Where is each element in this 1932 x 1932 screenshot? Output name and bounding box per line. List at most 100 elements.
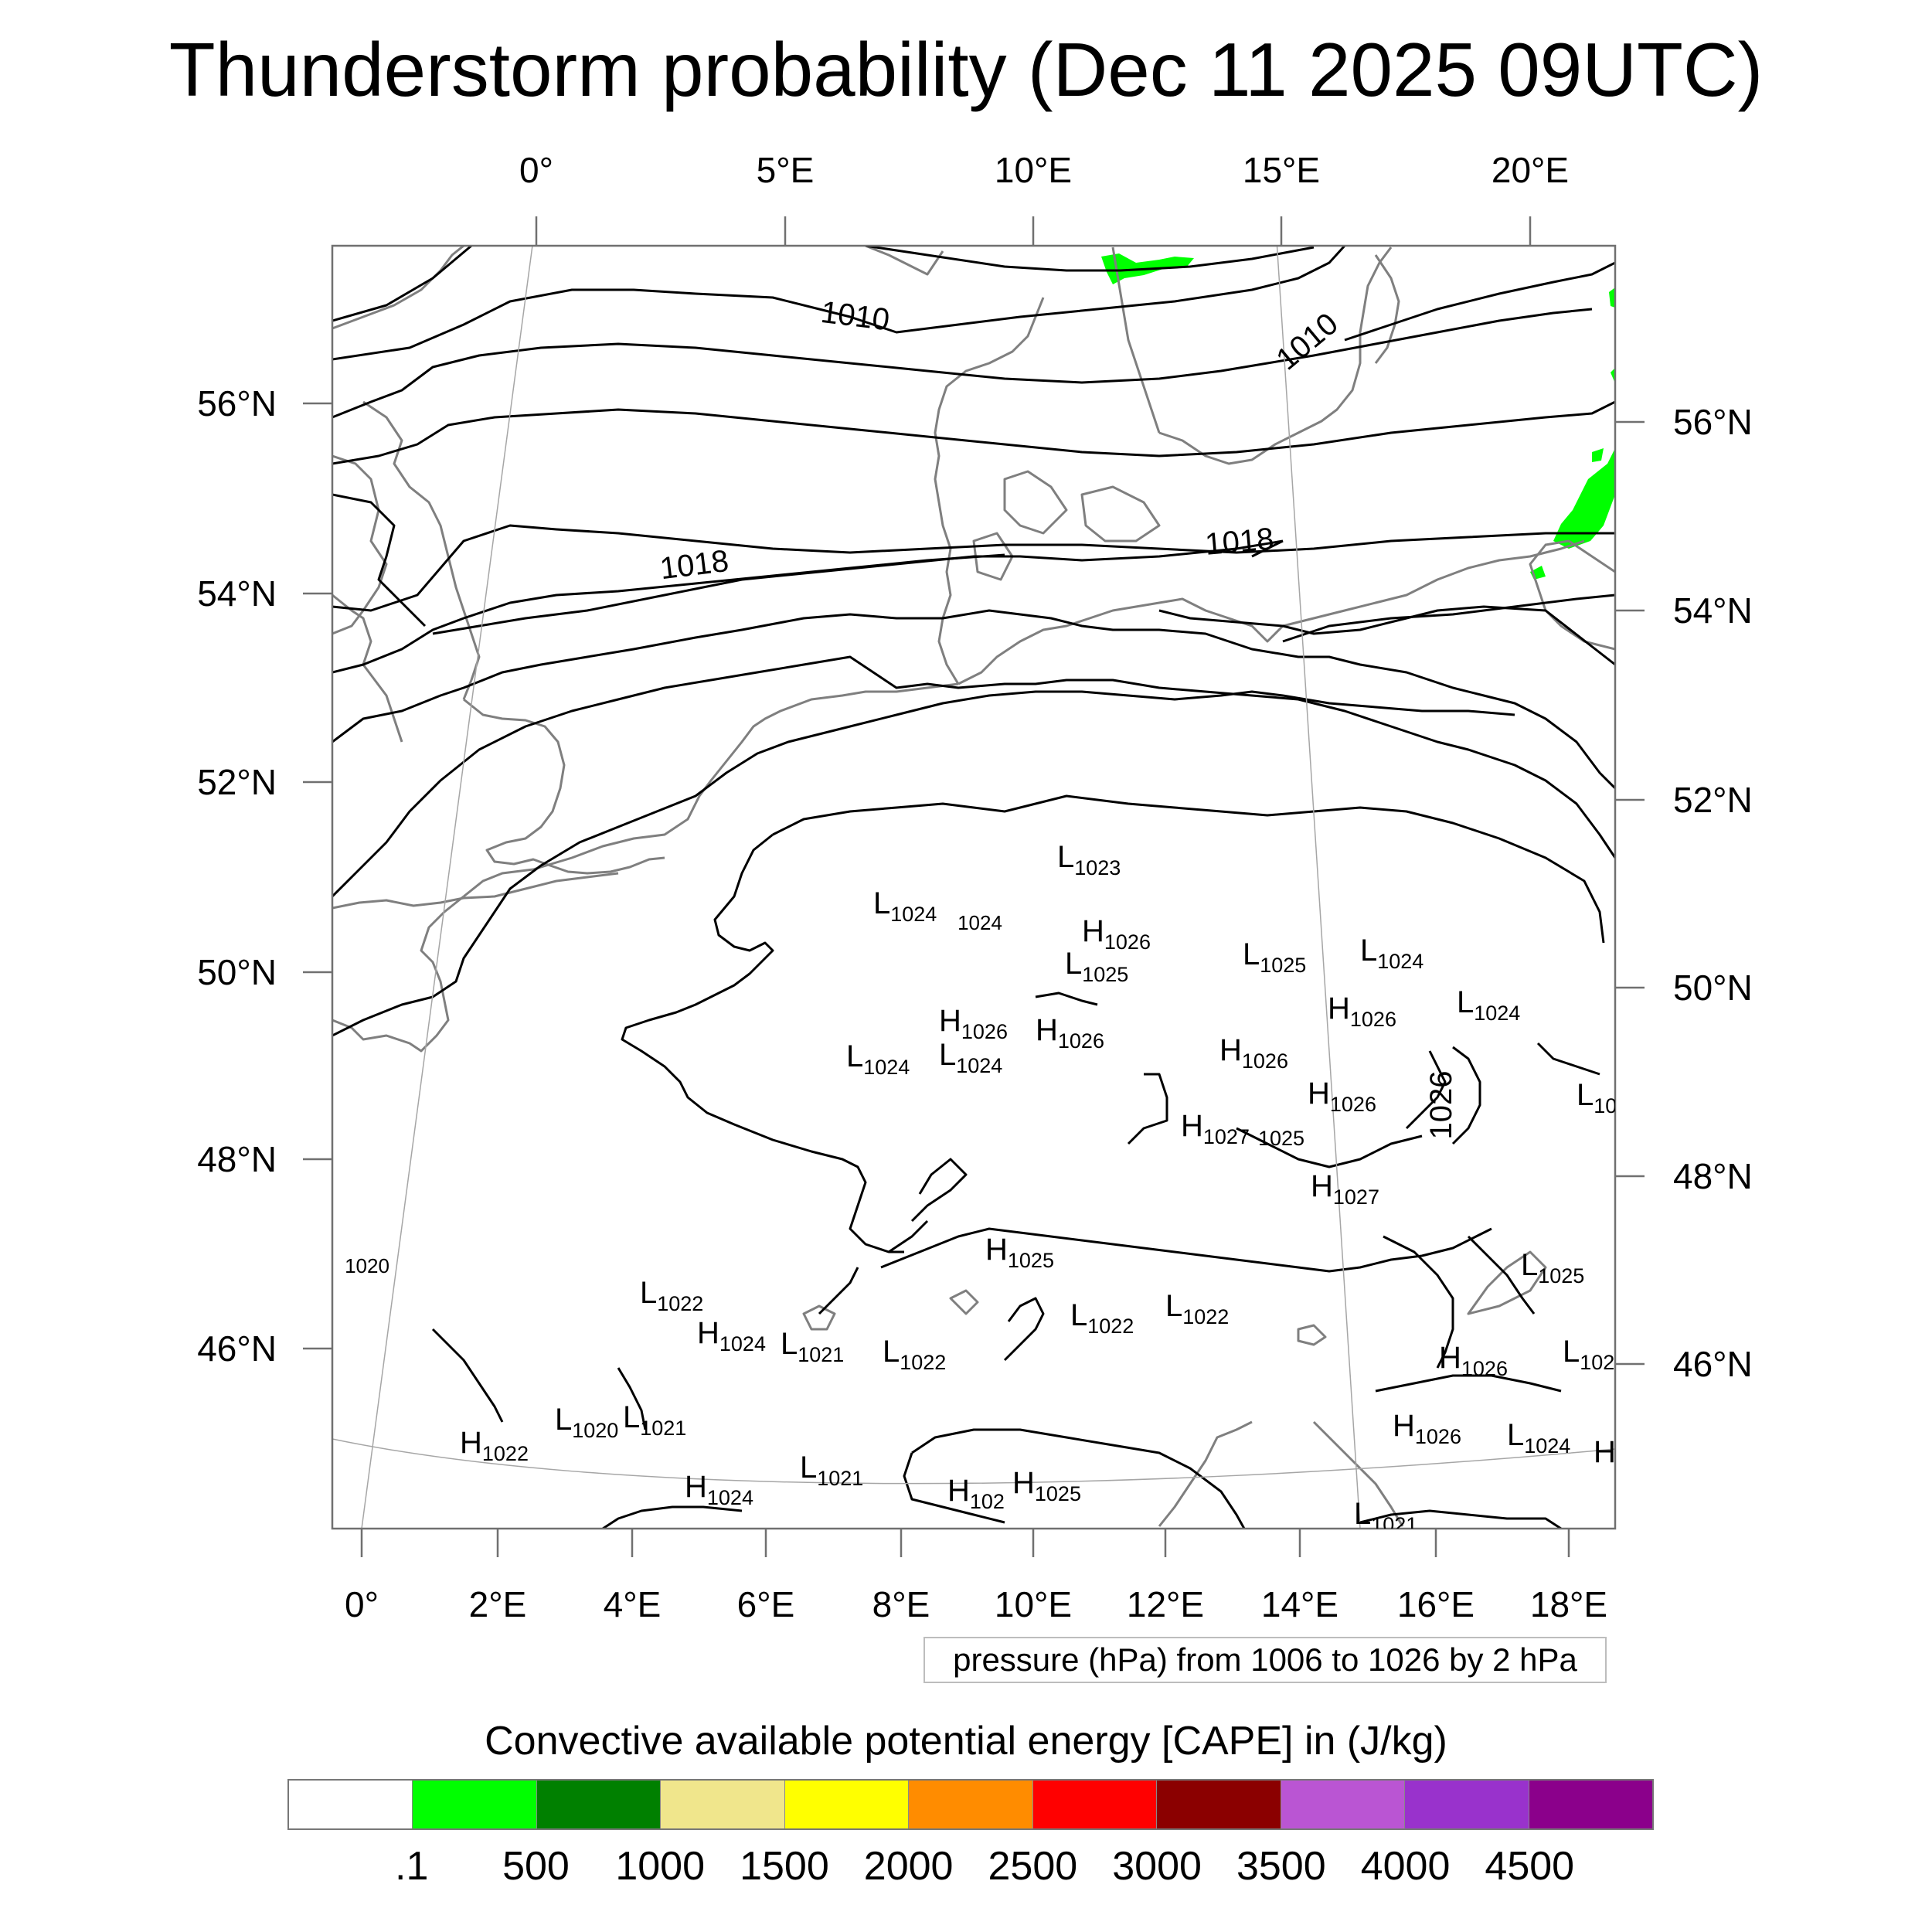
right-lat-label: 56°N bbox=[1673, 402, 1753, 442]
left-lat-label: 50°N bbox=[197, 952, 277, 992]
coast-norway bbox=[865, 246, 944, 276]
isobar bbox=[1236, 1127, 1423, 1168]
low-pressure-label: L1022 bbox=[1070, 1298, 1134, 1338]
colorbar-swatch bbox=[1157, 1781, 1281, 1828]
low-pressure-label: L1025 bbox=[1243, 937, 1306, 977]
top-lon-label: 5°E bbox=[757, 150, 815, 190]
coast-baltic-islands bbox=[1374, 254, 1400, 364]
low-pressure-label: L1021 bbox=[781, 1327, 844, 1366]
coast-denmark bbox=[934, 297, 1045, 685]
isobar bbox=[332, 246, 472, 322]
low-pressure-label: L1025 bbox=[1521, 1248, 1584, 1287]
isobar bbox=[1282, 594, 1615, 643]
top-lon-labels: 0° 5°E 10°E 15°E 20°E bbox=[519, 150, 1569, 190]
isobar bbox=[910, 1158, 968, 1223]
isobar bbox=[332, 655, 1615, 898]
cape-patch bbox=[1592, 448, 1604, 462]
high-pressure-label: H1022 bbox=[460, 1426, 529, 1465]
bottom-lon-label: 10°E bbox=[995, 1584, 1072, 1624]
coast-great-britain-east bbox=[463, 698, 665, 875]
isobar bbox=[332, 400, 1615, 465]
isobar bbox=[1158, 605, 1615, 666]
colorbar-label: .1 bbox=[395, 1844, 429, 1889]
isobar bbox=[772, 794, 1605, 944]
coast-uk-west bbox=[332, 594, 403, 743]
coast-great-britain-south bbox=[332, 872, 619, 910]
right-lat-label: 50°N bbox=[1673, 968, 1753, 1008]
meridian-15e bbox=[1276, 246, 1361, 1529]
contour-label: 1024 bbox=[957, 911, 1002, 934]
right-lat-label: 48°N bbox=[1673, 1156, 1753, 1196]
colorbar-label: 1000 bbox=[615, 1844, 706, 1889]
isobar bbox=[332, 609, 1615, 790]
meridian-0 bbox=[361, 246, 533, 1529]
colorbar-swatch bbox=[413, 1781, 537, 1828]
colorbar-label: 3500 bbox=[1236, 1844, 1326, 1889]
left-lat-label: 54°N bbox=[197, 573, 277, 614]
low-pressure-label: L1024 bbox=[1507, 1418, 1570, 1458]
low-pressure-label: L1024 bbox=[939, 1038, 1002, 1077]
low-pressure-label: L1023 bbox=[1057, 840, 1121, 879]
isobar bbox=[1536, 1042, 1600, 1076]
low-pressure-label: L1022 bbox=[640, 1276, 703, 1315]
bottom-lon-label: 8°E bbox=[872, 1584, 930, 1624]
high-pressure-label: H1026 bbox=[1328, 992, 1396, 1031]
left-lat-label: 46°N bbox=[197, 1328, 277, 1369]
coast-france-channel bbox=[332, 895, 464, 1053]
high-pressure-label: H1024 bbox=[697, 1316, 766, 1355]
low-pressure-label: L1021 bbox=[1354, 1497, 1417, 1536]
pressure-value-label: 1025 bbox=[1258, 1127, 1304, 1150]
contour-label: 1026 bbox=[1424, 1071, 1458, 1140]
cape-colorbar bbox=[287, 1779, 1654, 1830]
coast-scotland bbox=[332, 246, 464, 330]
colorbar-swatch bbox=[784, 1781, 910, 1828]
colorbar-label: 4500 bbox=[1485, 1844, 1575, 1889]
coast-germany-poland bbox=[957, 539, 1585, 685]
isobar bbox=[332, 690, 1515, 1037]
colorbar-label: 500 bbox=[502, 1844, 570, 1889]
bottom-lon-label: 14°E bbox=[1261, 1584, 1338, 1624]
right-lat-label: 46°N bbox=[1673, 1344, 1753, 1384]
top-lon-label: 10°E bbox=[995, 150, 1072, 190]
bottom-lon-label: 16°E bbox=[1397, 1584, 1475, 1624]
contour-label: 1020 bbox=[345, 1254, 389, 1277]
colorbar-label: 3000 bbox=[1112, 1844, 1202, 1889]
low-pressure-label: L1021 bbox=[800, 1451, 863, 1490]
coast-alps-lakes bbox=[1297, 1324, 1327, 1346]
isobar bbox=[865, 246, 1315, 272]
high-pressure-label: H1024 bbox=[685, 1470, 753, 1509]
low-pressure-label: L1022 bbox=[883, 1335, 946, 1374]
plot-frame bbox=[331, 244, 1617, 1530]
high-pressure-label: H1025 bbox=[985, 1233, 1054, 1272]
isobars bbox=[332, 246, 1615, 1529]
high-pressure-label: H102 bbox=[947, 1474, 1005, 1513]
coast-uk-inland bbox=[332, 454, 388, 635]
isobar bbox=[332, 246, 1346, 361]
colorbar-swatch bbox=[1032, 1781, 1158, 1828]
low-pressure-label: L1024 bbox=[873, 886, 937, 926]
cape-patch bbox=[1611, 368, 1615, 383]
high-pressure-label: H1025 bbox=[1012, 1466, 1081, 1505]
high-pressure-label: H1027 bbox=[1181, 1109, 1250, 1148]
colorbar-swatch bbox=[536, 1781, 662, 1828]
coast-baltic-east bbox=[1529, 539, 1615, 651]
left-lat-labels: 56°N 54°N 52°N 50°N 48°N 46°N bbox=[197, 383, 277, 1369]
cape-colorbar-labels: .1 500 1000 1500 2000 2500 3000 3500 4000 4500 bbox=[0, 1839, 1932, 1893]
isobar bbox=[1375, 1374, 1562, 1393]
parallel-45n bbox=[332, 1438, 1615, 1485]
cape-title: Convective available potential energy [C… bbox=[485, 1719, 1447, 1764]
low-pressure-label: L1020 bbox=[555, 1403, 618, 1442]
bottom-lon-label: 0° bbox=[345, 1584, 379, 1624]
coast-danish-islands bbox=[1003, 470, 1068, 535]
bottom-lon-label: 4°E bbox=[604, 1584, 662, 1624]
bottom-lon-labels: 0° 2°E 4°E 6°E 8°E 10°E 12°E 14°E 16°E 1… bbox=[345, 1584, 1607, 1624]
high-pressure-label: H1027 bbox=[1311, 1169, 1379, 1209]
coast-sweden-south bbox=[1158, 247, 1393, 465]
high-pressure-label: H1026 bbox=[1439, 1341, 1508, 1380]
pressure-note: pressure (hPa) from 1006 to 1026 by 2 hP… bbox=[923, 1637, 1607, 1683]
pressure-centers: L1023 L1024 H1026 L1025 L1025 L1024 L1024 H1026… bbox=[460, 840, 1615, 1536]
high-pressure-label: H1026 bbox=[1082, 914, 1151, 954]
left-lat-label: 48°N bbox=[197, 1139, 277, 1179]
isobar bbox=[1251, 539, 1284, 558]
